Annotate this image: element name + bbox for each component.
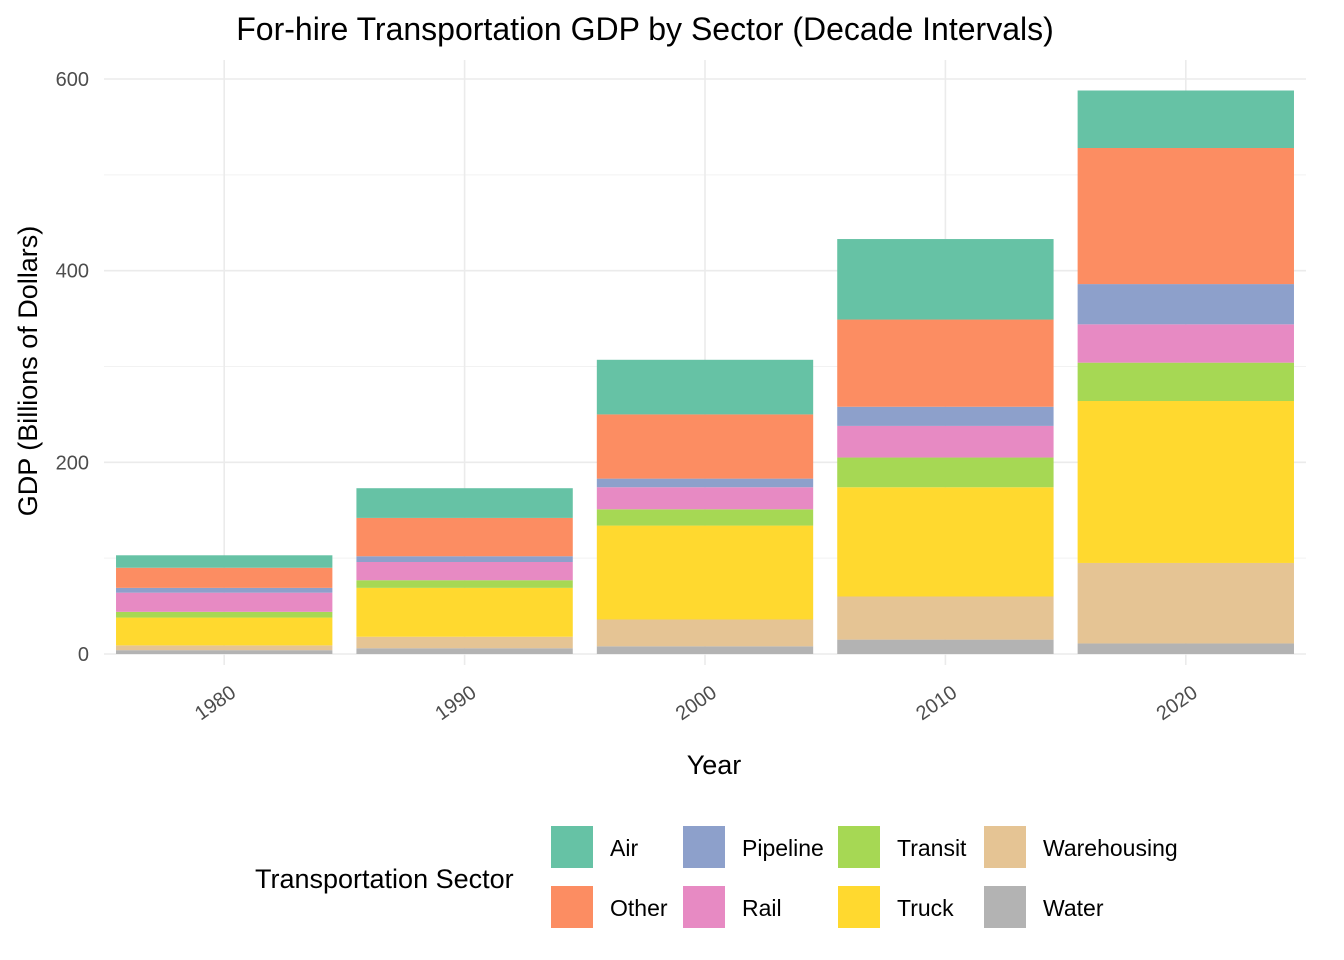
legend-key-pipeline — [683, 826, 725, 868]
legend-label-other: Other — [610, 895, 668, 921]
legend-label-water: Water — [1043, 895, 1104, 921]
bar-segment-water-1990 — [356, 648, 573, 654]
y-axis-ticks: 0 200 400 600 — [56, 69, 89, 666]
legend-label-pipeline: Pipeline — [742, 835, 824, 861]
bar-segment-pipeline-1990 — [356, 556, 573, 562]
y-tick-label: 200 — [56, 452, 89, 474]
bar-segment-warehousing-1980 — [116, 645, 333, 651]
bar-segment-truck-1980 — [116, 617, 333, 646]
x-tick-label: 1990 — [431, 682, 480, 726]
bar-segment-air-1980 — [116, 555, 333, 568]
x-axis-title: Year — [687, 750, 742, 780]
bar-segment-water-2000 — [596, 646, 814, 654]
bar-segment-air-1990 — [356, 488, 573, 518]
legend-label-rail: Rail — [742, 895, 782, 921]
y-axis-title: GDP (Billions of Dollars) — [13, 226, 43, 517]
legend: Air Other Pipeline Rail Transit Truck Warehous… — [551, 826, 1178, 928]
bar-segment-transit-1990 — [356, 580, 573, 588]
bar-segment-rail-1980 — [116, 592, 333, 612]
chart-title: For-hire Transportation GDP by Sector (D… — [236, 11, 1054, 47]
bar-segment-truck-2010 — [837, 487, 1054, 597]
bar-segment-truck-1990 — [356, 587, 573, 637]
legend-key-rail — [683, 886, 725, 928]
bar-segment-air-2010 — [837, 239, 1054, 320]
legend-label-transit: Transit — [897, 835, 967, 861]
legend-label-warehousing: Warehousing — [1043, 835, 1178, 861]
x-tick-label: 2020 — [1153, 682, 1202, 726]
bar-segment-pipeline-2020 — [1077, 284, 1294, 325]
bar-segment-warehousing-2010 — [837, 596, 1054, 640]
bar-segment-other-2000 — [596, 414, 814, 479]
bar-segment-truck-2000 — [596, 525, 814, 620]
y-tick-label: 400 — [56, 261, 89, 283]
bar-segment-rail-1990 — [356, 562, 573, 581]
bar-segment-other-2020 — [1077, 148, 1294, 285]
legend-key-transit — [838, 826, 880, 868]
y-tick-label: 0 — [78, 644, 89, 666]
bar-segment-rail-2000 — [596, 487, 814, 510]
bar-segment-transit-2000 — [596, 509, 814, 526]
x-tick-label: 2000 — [672, 682, 721, 726]
legend-key-warehousing — [984, 826, 1026, 868]
legend-key-other — [551, 886, 593, 928]
bar-segment-rail-2010 — [837, 425, 1054, 458]
legend-title: Transportation Sector — [255, 864, 514, 894]
bar-segment-pipeline-1980 — [116, 587, 333, 593]
bar-segment-water-1980 — [116, 650, 333, 654]
bar-segment-pipeline-2000 — [596, 478, 814, 488]
bar-segment-warehousing-1990 — [356, 636, 573, 649]
bar-segment-transit-2010 — [837, 457, 1054, 488]
y-tick-label: 600 — [56, 69, 89, 91]
bar-segment-other-1990 — [356, 517, 573, 557]
bar-segment-warehousing-2000 — [596, 619, 814, 647]
bar-segment-air-2020 — [1077, 90, 1294, 148]
legend-label-air: Air — [610, 835, 638, 861]
x-tick-label: 1980 — [191, 682, 240, 726]
bars — [116, 90, 1294, 654]
bar-segment-transit-1980 — [116, 611, 333, 618]
legend-key-truck — [838, 886, 880, 928]
legend-label-truck: Truck — [897, 895, 954, 921]
x-axis-ticks: 1980 1990 2000 2010 2020 — [191, 682, 1202, 726]
bar-segment-water-2020 — [1077, 643, 1294, 654]
legend-key-air — [551, 826, 593, 868]
bar-segment-pipeline-2010 — [837, 406, 1054, 426]
bar-segment-air-2000 — [596, 359, 814, 415]
bar-segment-transit-2020 — [1077, 362, 1294, 401]
bar-segment-water-2010 — [837, 639, 1054, 654]
bar-segment-truck-2020 — [1077, 401, 1294, 563]
bar-segment-warehousing-2020 — [1077, 562, 1294, 644]
bar-segment-other-2010 — [837, 319, 1054, 407]
bar-segment-other-1980 — [116, 567, 333, 588]
bar-segment-rail-2020 — [1077, 324, 1294, 363]
legend-key-water — [984, 886, 1026, 928]
x-tick-label: 2010 — [912, 682, 961, 726]
